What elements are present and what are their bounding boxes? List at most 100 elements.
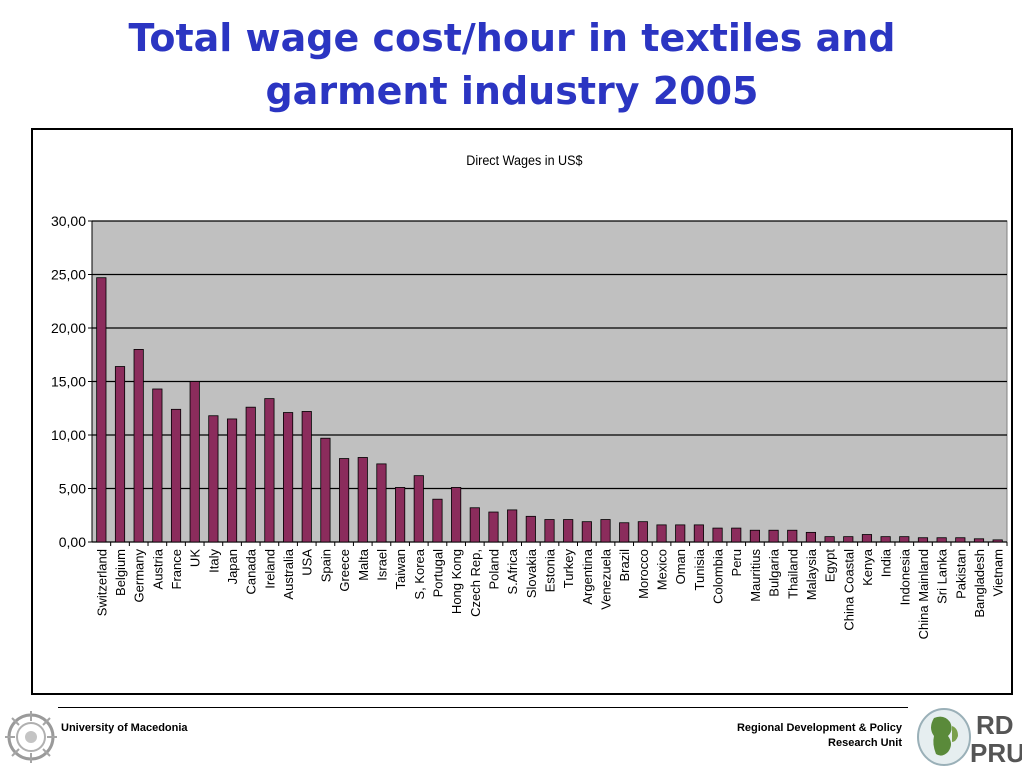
bar: [357, 457, 368, 543]
rdpru-logo-icon: RD PRU: [917, 708, 1022, 768]
x-tick-label: Italy: [206, 549, 221, 573]
x-tick-label: S.Africa: [505, 548, 520, 594]
x-tick-label: Tunisia: [692, 548, 707, 590]
bar: [114, 366, 126, 543]
x-tick-label: Slovakia: [524, 548, 539, 598]
x-tick-label: Austria: [150, 548, 165, 589]
x-tick-label: China Coastal: [841, 549, 856, 631]
x-tick-label: India: [879, 548, 894, 577]
footer-research-unit: Regional Development & Policy Research U…: [737, 721, 902, 751]
bar: [581, 521, 592, 543]
x-tick-label: China Mainland: [916, 549, 931, 639]
slide-title-line-1: Total wage cost/hour in textiles and: [128, 16, 896, 60]
bar: [992, 539, 1003, 543]
footer-unit-line-1: Regional Development & Policy: [736, 722, 902, 734]
bar: [768, 529, 779, 543]
x-tick-label: Poland: [486, 549, 501, 589]
x-tick-label: Pakistan: [953, 549, 968, 599]
x-tick-label: Bulgaria: [767, 548, 782, 596]
x-tick-label: Taiwan: [393, 549, 408, 589]
y-tick-label: 25,00: [51, 267, 86, 283]
bar: [824, 536, 835, 543]
x-tick-label: Mauritius: [748, 549, 763, 602]
bar: [451, 487, 462, 543]
bar: [563, 519, 574, 543]
x-tick-label: Japan: [225, 549, 240, 584]
bar: [339, 458, 350, 543]
bar: [96, 277, 107, 543]
bar: [973, 538, 985, 543]
x-tick-label: Colombia: [711, 548, 726, 604]
bar: [693, 524, 704, 543]
x-tick-label: Venezuela: [599, 548, 614, 609]
slide-title-line-2: garment industry 2005: [265, 69, 759, 113]
y-tick-label: 15,00: [51, 374, 86, 390]
x-tick-label: Brazil: [617, 549, 632, 582]
bar: [619, 522, 630, 543]
bar: [955, 537, 966, 543]
bar: [525, 515, 536, 543]
bar: [936, 537, 947, 543]
bar: [413, 475, 424, 543]
x-tick-label: Malaysia: [804, 548, 819, 600]
x-tick-label: Mexico: [655, 549, 670, 590]
bar: [226, 418, 238, 543]
footer-unit-line-2: Research Unit: [828, 737, 902, 749]
x-tick-label: Belgium: [113, 549, 128, 596]
bar: [301, 411, 312, 543]
y-tick-label: 30,00: [51, 213, 86, 229]
x-tick-label: Malta: [356, 548, 371, 581]
bar: [861, 534, 873, 543]
bar: [787, 529, 798, 543]
bar: [749, 529, 760, 543]
x-tick-label: France: [169, 549, 184, 589]
x-tick-label: Portugal: [430, 549, 445, 598]
y-tick-label: 0,00: [59, 534, 86, 550]
x-tick-label: Turkey: [561, 549, 576, 589]
x-tick-label: Kenya: [860, 548, 875, 586]
x-tick-label: Czech Rep,: [468, 549, 483, 617]
x-tick-label: Ireland: [262, 549, 277, 589]
x-tick-label: Bangladesh: [972, 549, 987, 618]
bar: [805, 531, 816, 543]
bar: [208, 415, 219, 543]
bar: [656, 524, 667, 543]
x-tick-label: Indonesia: [897, 548, 912, 605]
bar: [170, 408, 182, 543]
bar: [133, 348, 144, 543]
x-tick-label: Egypt: [823, 549, 838, 583]
bar: [320, 437, 331, 543]
bar: [544, 519, 555, 543]
bar: [712, 527, 723, 543]
bar: [637, 521, 648, 543]
bar-chart: Direct Wages in US$ 0,00 5,00 10,00 15,00 20,…: [51, 152, 1008, 639]
x-tick-label: Oman: [673, 549, 688, 584]
bar: [432, 498, 443, 543]
bar: [376, 463, 387, 543]
bar: [675, 524, 686, 543]
y-tick-label: 10,00: [51, 427, 86, 443]
x-tick-label: Estonia: [543, 548, 558, 592]
bar: [264, 398, 275, 543]
x-tick-label: Israel: [374, 549, 389, 581]
slide-title: Total wage cost/hour in textiles and gar…: [0, 12, 1024, 118]
bar: [917, 537, 929, 543]
x-tick-label: USA: [300, 549, 315, 576]
x-tick-label: Spain: [318, 549, 333, 582]
x-tick-label: Canada: [244, 548, 259, 594]
x-tick-label: S, Korea: [412, 548, 427, 599]
bar: [245, 406, 256, 543]
bar: [843, 536, 854, 543]
bar: [488, 511, 499, 543]
x-tick-label: UK: [188, 549, 203, 567]
university-seal-icon: [5, 711, 57, 763]
x-tick-label: Hong Kong: [449, 549, 464, 614]
logo-text-rd: RD: [976, 710, 1014, 740]
x-tick-label: Argentina: [580, 548, 595, 604]
footer-divider: [58, 707, 908, 708]
x-tick-label: Switzerland: [94, 549, 109, 616]
bar: [152, 388, 163, 543]
chart-frame: Direct Wages in US$ 0,00 5,00 10,00 15,00 20,…: [31, 128, 1013, 695]
bar: [469, 507, 480, 543]
y-tick-label: 5,00: [59, 481, 86, 497]
